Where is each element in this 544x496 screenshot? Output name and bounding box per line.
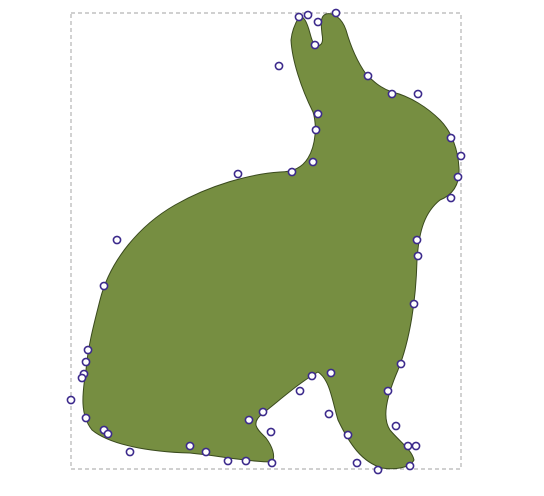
edit-node-handle[interactable]: [112, 235, 122, 245]
edit-node-handle[interactable]: [413, 251, 423, 261]
edit-node-handle[interactable]: [331, 8, 341, 18]
edit-node-handle[interactable]: [326, 368, 336, 378]
edit-node-handle[interactable]: [303, 10, 313, 20]
edit-node-handle[interactable]: [411, 441, 421, 451]
edit-node-handle[interactable]: [294, 12, 304, 22]
edit-node-handle[interactable]: [324, 409, 334, 419]
edit-node-handle[interactable]: [363, 71, 373, 81]
edit-node-handle[interactable]: [223, 456, 233, 466]
edit-node-handle[interactable]: [99, 281, 109, 291]
edit-node-handle[interactable]: [453, 172, 463, 182]
edit-node-handle[interactable]: [274, 61, 284, 71]
edit-node-handle[interactable]: [383, 386, 393, 396]
rabbit-shape[interactable]: [82, 13, 460, 470]
edit-node-handle[interactable]: [456, 151, 466, 161]
edit-node-handle[interactable]: [241, 456, 251, 466]
edit-node-handle[interactable]: [313, 109, 323, 119]
edit-node-handle[interactable]: [307, 371, 317, 381]
edit-node-handle[interactable]: [412, 235, 422, 245]
edit-node-handle[interactable]: [391, 421, 401, 431]
edit-node-handle[interactable]: [446, 133, 456, 143]
edit-node-handle[interactable]: [185, 441, 195, 451]
edit-node-handle[interactable]: [287, 167, 297, 177]
edit-node-handle[interactable]: [81, 413, 91, 423]
edit-node-handle[interactable]: [396, 359, 406, 369]
edit-node-handle[interactable]: [409, 299, 419, 309]
edit-node-handle[interactable]: [103, 429, 113, 439]
edit-node-handle[interactable]: [373, 465, 383, 475]
edit-node-handle[interactable]: [308, 157, 318, 167]
edit-node-handle[interactable]: [310, 40, 320, 50]
edit-node-handle[interactable]: [343, 430, 353, 440]
edit-node-handle[interactable]: [125, 447, 135, 457]
edit-node-handle[interactable]: [295, 386, 305, 396]
edit-node-handle[interactable]: [244, 415, 254, 425]
selection-bounding-box[interactable]: [70, 12, 462, 470]
edit-node-handle[interactable]: [405, 461, 415, 471]
edit-node-handle[interactable]: [201, 447, 211, 457]
edit-node-handle[interactable]: [66, 395, 76, 405]
edit-node-handle[interactable]: [81, 357, 91, 367]
edit-node-handle[interactable]: [266, 427, 276, 437]
edit-node-handle[interactable]: [311, 125, 321, 135]
edit-node-handle[interactable]: [313, 17, 323, 27]
edit-node-handle[interactable]: [83, 345, 93, 355]
edit-nodes-group: [66, 8, 466, 475]
edit-node-handle[interactable]: [446, 193, 456, 203]
edit-node-handle[interactable]: [352, 458, 362, 468]
edit-node-handle[interactable]: [233, 169, 243, 179]
edit-node-handle[interactable]: [77, 373, 87, 383]
edit-node-handle[interactable]: [258, 407, 268, 417]
edit-node-handle[interactable]: [387, 89, 397, 99]
edit-node-handle[interactable]: [413, 89, 423, 99]
edit-node-handle[interactable]: [267, 458, 277, 468]
edit-node-handle[interactable]: [403, 441, 413, 451]
